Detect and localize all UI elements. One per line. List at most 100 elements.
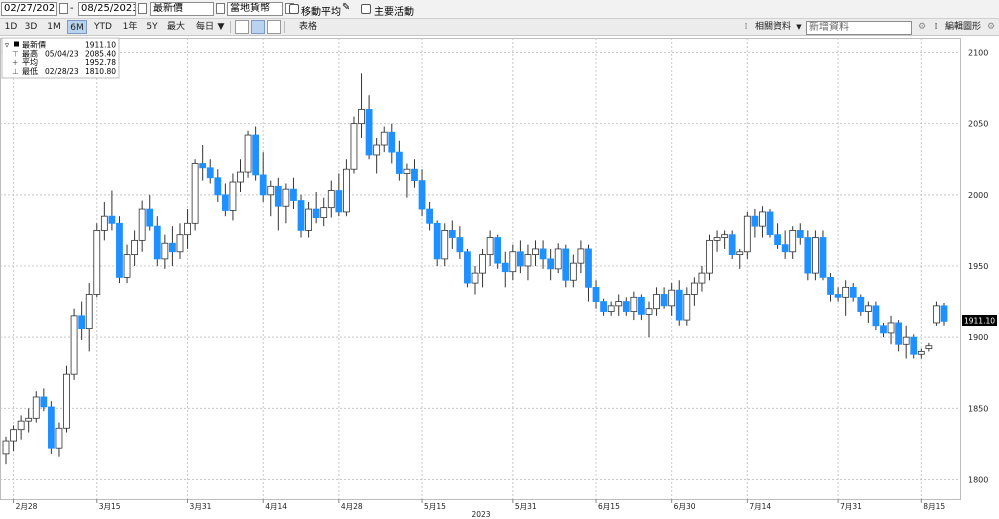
candle-body (668, 289, 676, 307)
candle (895, 320, 903, 352)
candle-body (70, 315, 78, 375)
chevron-down-icon[interactable]: ▼ (796, 23, 802, 31)
candle (282, 183, 290, 224)
candle-body (630, 296, 638, 312)
candle-body (290, 188, 297, 201)
divider (284, 21, 285, 33)
candle (237, 159, 244, 192)
candle-body (812, 237, 819, 274)
candle (32, 391, 40, 423)
period-button-3d[interactable]: 3D (24, 22, 38, 32)
gear-icon[interactable]: ⚙ (986, 22, 996, 32)
new-data-input[interactable]: 新增資料 (806, 21, 912, 35)
candle (653, 287, 660, 316)
period-button-1d[interactable]: 1D (4, 22, 18, 32)
field-select[interactable]: 最新價 (150, 2, 214, 16)
x-tick-label: 5月15 (424, 502, 446, 511)
candle-body (327, 190, 335, 209)
candle (47, 401, 55, 454)
legend-average-value: 1952.78 (85, 58, 116, 67)
candle (365, 95, 373, 160)
period-button-5y[interactable]: 5Y (146, 22, 158, 32)
candle (40, 388, 48, 412)
candle-body (592, 286, 600, 302)
period-button-1y[interactable]: 1年 (122, 22, 138, 32)
period-button-6m[interactable]: 6M (67, 20, 87, 34)
legend-low-value: 1810.80 (85, 67, 116, 76)
candle-body (721, 234, 729, 238)
candle-body (131, 239, 138, 256)
candle (259, 152, 267, 202)
candle (206, 159, 214, 184)
y-tick-label: 1800 (968, 476, 988, 485)
chevron-down-icon[interactable] (216, 3, 225, 14)
key-events-checkbox[interactable] (361, 4, 371, 14)
candle-body (395, 151, 403, 174)
related-data-button[interactable]: 相關資料 (754, 22, 791, 32)
candle (305, 201, 312, 238)
legend-high-date: 05/04/23 (45, 50, 79, 59)
x-tick-label: 5月31 (515, 502, 537, 511)
period-button-1m[interactable]: 1M (47, 22, 61, 32)
candle-body (834, 294, 842, 298)
candle (713, 230, 721, 252)
legend-average-label: 平均 (22, 57, 38, 67)
candle-body (796, 230, 804, 238)
candle-body (25, 417, 33, 422)
candle (539, 240, 547, 269)
edit-chart-button[interactable]: 編輯圖形 (944, 22, 981, 32)
calendar-icon[interactable] (59, 3, 68, 14)
gear-icon[interactable]: ⚙ (917, 22, 927, 32)
frequency-select[interactable]: 每日 (195, 22, 214, 32)
date-range-dash: - (70, 3, 74, 14)
candle-body (827, 276, 834, 295)
candle (153, 216, 161, 266)
candle (388, 123, 396, 164)
chevron-down-icon[interactable]: ▼ (217, 22, 225, 32)
candle (10, 425, 17, 452)
candle-body (728, 234, 736, 256)
candle-body (312, 208, 320, 219)
candle (759, 206, 766, 238)
pencil-icon[interactable]: ✎ (342, 2, 351, 13)
bars-icon[interactable]: ⁞ (744, 22, 748, 32)
candle-body (615, 301, 623, 307)
candle-body (880, 325, 887, 334)
candle-body (305, 208, 312, 231)
legend-collapse-icon[interactable]: ▿ (5, 41, 9, 50)
candle-body (221, 194, 229, 211)
x-tick-label: 8月15 (923, 502, 945, 511)
candle (199, 145, 207, 181)
candle-body (259, 174, 267, 196)
toolbar-periods: 1D 3D 1M 6M YTD 1年 5Y 最大 每日 ▼ 表格 ⁞ 相關資料 … (0, 19, 999, 36)
candle (448, 220, 456, 249)
candle (842, 280, 850, 316)
calendar-icon[interactable] (138, 3, 147, 14)
chart-type-dropdown-icon[interactable] (267, 20, 281, 34)
table-button[interactable]: 表格 (298, 22, 317, 32)
start-date-field[interactable]: 02/27/2023 (1, 2, 57, 16)
candle (789, 226, 797, 259)
candlestick-icon[interactable] (251, 20, 265, 34)
line-chart-icon[interactable] (235, 20, 249, 34)
candle-body (63, 373, 70, 429)
candle (380, 126, 388, 153)
candle (486, 230, 494, 266)
candle-body (365, 109, 373, 156)
period-button-ytd[interactable]: YTD (94, 22, 112, 32)
candle-body (585, 248, 592, 288)
end-date-field[interactable]: 08/25/2023 (78, 2, 136, 16)
candle (728, 230, 736, 259)
period-button-max[interactable]: 最大 (166, 22, 185, 32)
moving-average-checkbox[interactable] (289, 4, 299, 14)
currency-select[interactable]: 當地貨幣 (227, 2, 283, 16)
candle-body (191, 163, 199, 224)
y-tick-label: 1850 (968, 404, 988, 413)
candle-body (335, 190, 343, 213)
candle (849, 283, 857, 302)
candle-body (40, 396, 48, 408)
candle (327, 180, 335, 218)
candle-body (645, 308, 653, 315)
candle (252, 126, 260, 181)
